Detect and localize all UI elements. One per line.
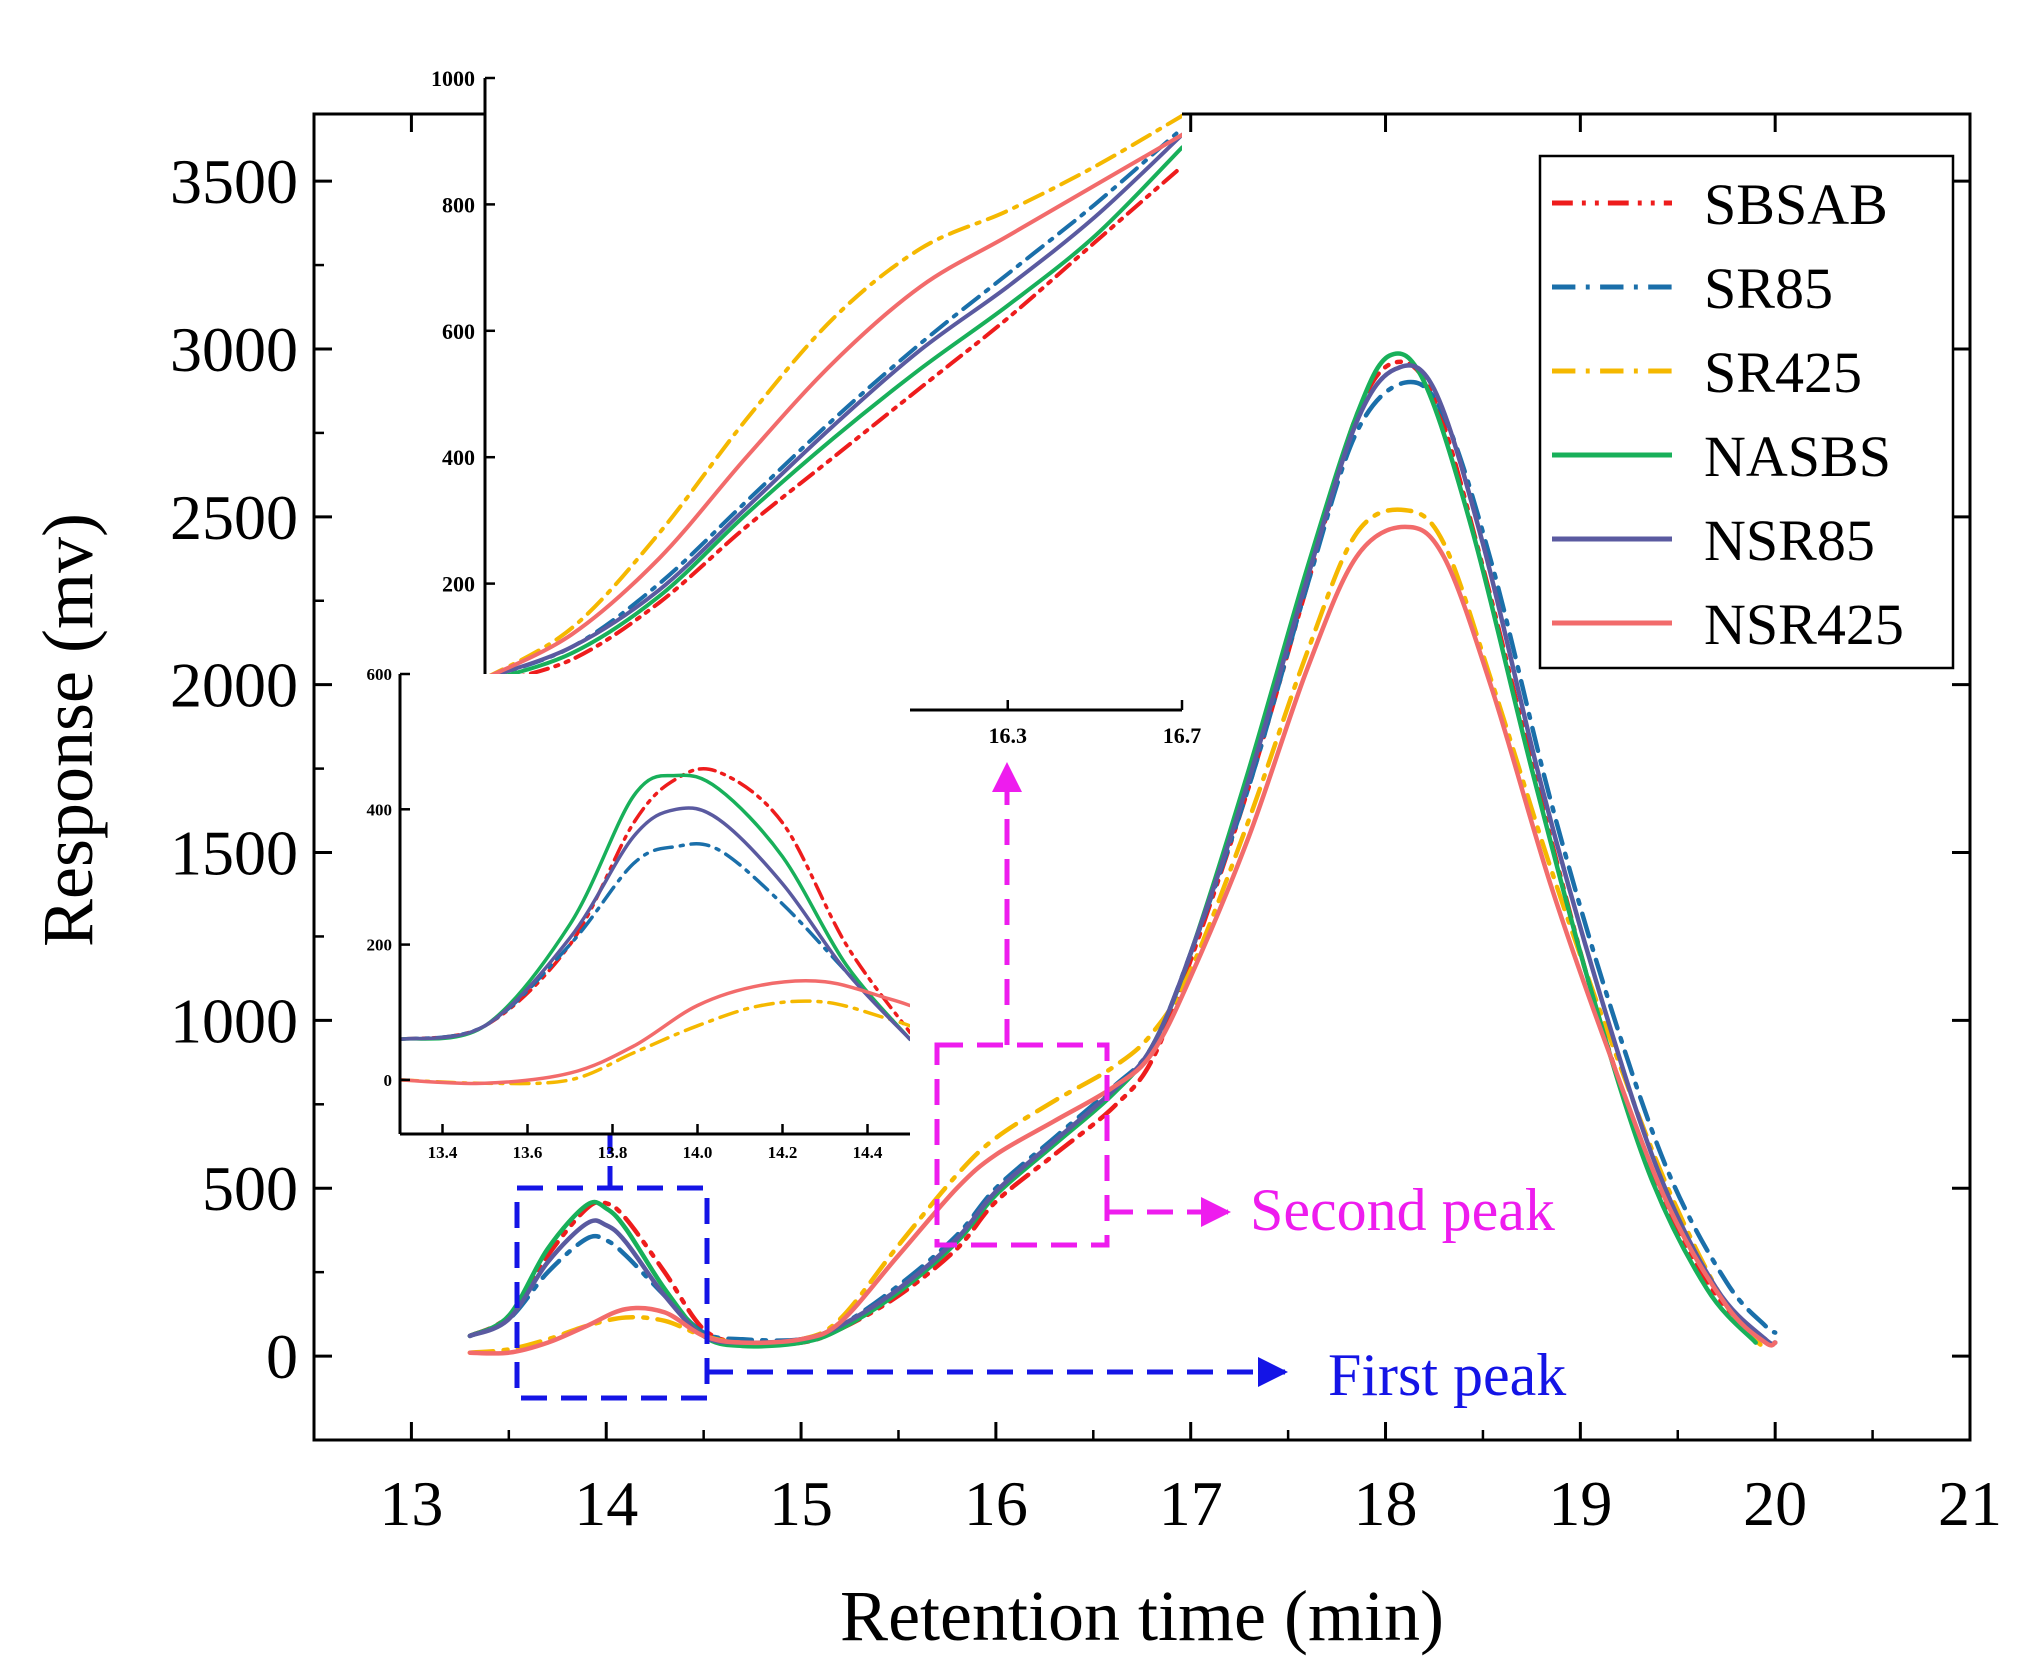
inset-first-x-tick-label: 14.0 xyxy=(683,1143,713,1162)
inset-first-y-tick-label: 400 xyxy=(367,800,393,819)
inset-second-y-tick-label: 200 xyxy=(442,572,475,597)
inset-first-x-tick-label: 13.8 xyxy=(598,1143,628,1162)
x-tick-label: 21 xyxy=(1938,1468,2002,1539)
inset-first-ticks: 13.4 13.6 13.8 14.0 14.2 14.4 0 200 400 600 xyxy=(367,665,883,1162)
inset-second-series-lines xyxy=(485,113,1182,687)
main-series-nsr85 xyxy=(467,363,1778,1347)
main-series-lines xyxy=(467,351,1778,1356)
inset-second-y-tick-label: 1000 xyxy=(431,66,475,91)
legend-box xyxy=(1538,154,1955,670)
x-tick-label: 20 xyxy=(1743,1468,1807,1539)
main-axis-ticks: 13 14 15 16 17 18 19 20 210500100015002000250030… xyxy=(170,114,2002,1539)
y-tick-label: 2500 xyxy=(170,482,298,553)
y-tick-label: 2000 xyxy=(170,650,298,721)
first-peak-label: First peak xyxy=(1328,1342,1566,1408)
legend-label-sr85: SR85 xyxy=(1704,256,1833,321)
y-tick-label: 1000 xyxy=(170,985,298,1056)
y-tick-label: 1500 xyxy=(170,818,298,889)
inset-second-x-tick-label: 16.7 xyxy=(1163,723,1202,748)
legend-label-sr425: SR425 xyxy=(1704,340,1862,405)
x-tick-label: 17 xyxy=(1159,1468,1223,1539)
inset-second-series-nsr85 xyxy=(485,132,1182,681)
inset-first-x-tick-label: 14.2 xyxy=(768,1143,798,1162)
y-tick-label: 3500 xyxy=(170,146,298,217)
inset-first-series-nsr85 xyxy=(400,806,910,1042)
inset-first-x-tick-label: 13.6 xyxy=(513,1143,543,1162)
inset-second-y-tick-label: 800 xyxy=(442,192,475,217)
legend: SBSAB SR85 SR425 NASBS NSR85 NSR425 xyxy=(1538,154,1955,670)
x-axis-label: Retention time (min) xyxy=(840,1576,1444,1656)
inset-first-y-tick-label: 0 xyxy=(384,1071,393,1090)
inset-first-series-nasbs xyxy=(400,773,910,1042)
inset-second-series-nsr425 xyxy=(485,132,1182,681)
inset-first-y-tick-label: 600 xyxy=(367,665,393,684)
legend-label-nsr425: NSR425 xyxy=(1704,592,1904,657)
main-series-sr425 xyxy=(467,507,1768,1355)
x-tick-label: 14 xyxy=(574,1468,638,1539)
x-tick-label: 19 xyxy=(1548,1468,1612,1539)
inset-second-y-tick-label: 400 xyxy=(442,445,475,470)
inset-first-x-tick-label: 13.4 xyxy=(428,1143,458,1162)
x-tick-label: 18 xyxy=(1354,1468,1418,1539)
inset-first-series-lines xyxy=(400,767,910,1086)
second-peak-label: Second peak xyxy=(1250,1177,1555,1243)
x-tick-label: 13 xyxy=(379,1468,443,1539)
second-peak-box xyxy=(934,1042,1110,1248)
inset-first-x-tick-label: 14.4 xyxy=(853,1143,883,1162)
inset-first-y-tick-label: 200 xyxy=(367,936,393,955)
inset-second-peak: 15.115.515.916.316.702004006008001000 xyxy=(431,66,1201,748)
y-tick-label: 3000 xyxy=(170,314,298,385)
x-tick-label: 16 xyxy=(964,1468,1028,1539)
main-series-nsr425 xyxy=(467,524,1778,1356)
legend-label-sbsab: SBSAB xyxy=(1704,172,1888,237)
inset-second-x-tick-label: 16.3 xyxy=(989,723,1028,748)
inset-second-series-sbsab xyxy=(485,164,1182,687)
y-tick-label: 0 xyxy=(266,1321,298,1392)
y-axis-label: Response (mv) xyxy=(28,513,108,947)
legend-label-nsr85: NSR85 xyxy=(1704,508,1875,573)
legend-label-nasbs: NASBS xyxy=(1704,424,1891,489)
inset-second-y-tick-label: 600 xyxy=(442,319,475,344)
y-tick-label: 500 xyxy=(202,1153,298,1224)
inset-second-series-sr425 xyxy=(485,113,1182,681)
inset-first-series-nsr425 xyxy=(400,979,910,1086)
inset-second-series-nasbs xyxy=(485,145,1182,684)
x-tick-label: 15 xyxy=(769,1468,833,1539)
inset-first-peak: 13.4 13.6 13.8 14.0 14.2 14.4 0 200 400 600 xyxy=(367,665,910,1162)
